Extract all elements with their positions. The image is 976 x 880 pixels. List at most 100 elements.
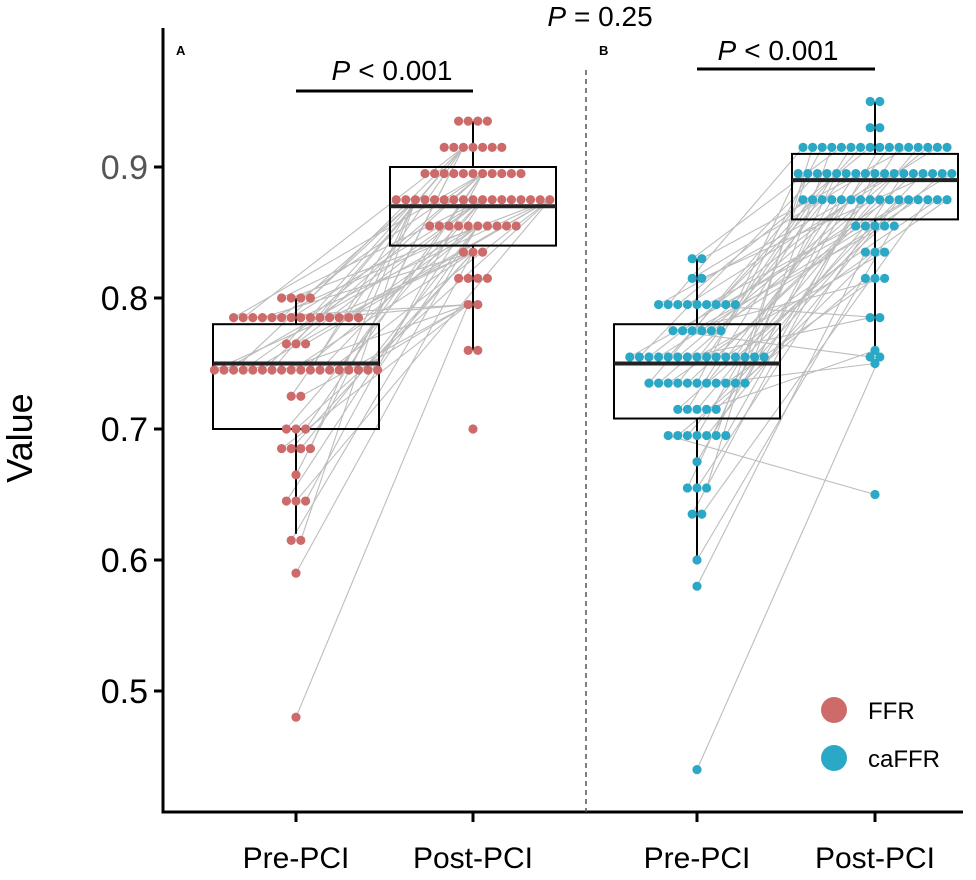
data-point — [229, 313, 239, 323]
data-point — [458, 247, 468, 257]
comparison-p-text-b: < 0.001 — [744, 35, 838, 66]
x-ticks: Pre-PCI Post-PCI Pre-PCI Post-PCI — [243, 812, 935, 875]
data-point — [301, 424, 311, 434]
overall-p-symbol: P — [547, 1, 566, 32]
paired-lines — [214, 146, 953, 770]
data-point — [430, 195, 440, 205]
data-point — [625, 352, 635, 362]
pair-line — [691, 199, 862, 515]
pair-line — [696, 356, 881, 770]
data-point — [860, 273, 871, 283]
data-point — [721, 378, 731, 388]
pair-line — [691, 173, 866, 279]
data-point — [730, 378, 741, 388]
data-point — [692, 555, 702, 565]
data-point — [880, 273, 890, 283]
data-point — [947, 168, 957, 179]
data-point — [473, 273, 483, 283]
data-point — [692, 483, 702, 493]
data-point — [730, 299, 741, 310]
pair-line — [300, 199, 551, 319]
data-point — [497, 195, 507, 205]
data-point — [702, 430, 712, 441]
pair-line — [677, 173, 943, 410]
data-point — [673, 352, 683, 362]
data-point — [401, 195, 411, 205]
data-point — [458, 142, 468, 152]
data-point — [473, 345, 483, 355]
data-point — [497, 142, 507, 152]
data-point — [454, 221, 464, 231]
data-point — [281, 496, 291, 506]
pair-line — [677, 146, 929, 358]
pair-line — [696, 146, 919, 410]
data-point — [682, 378, 693, 388]
data-point — [229, 365, 239, 375]
data-point — [798, 195, 808, 205]
data-point — [248, 313, 258, 323]
pair-line — [290, 251, 474, 450]
data-point — [870, 221, 880, 231]
data-point — [296, 365, 306, 375]
data-point — [344, 313, 354, 323]
data-point — [721, 430, 731, 441]
data-point — [634, 352, 645, 362]
data-point — [798, 142, 808, 152]
data-point — [439, 168, 449, 179]
data-point — [334, 313, 344, 323]
data-point — [932, 142, 943, 152]
data-point — [827, 195, 837, 205]
legend-swatch-ffr — [821, 697, 847, 723]
data-point — [463, 299, 473, 310]
data-point — [420, 168, 430, 179]
data-point — [344, 365, 354, 375]
data-point — [884, 142, 895, 152]
data-point — [692, 581, 702, 591]
data-point — [687, 254, 697, 264]
data-point — [846, 142, 856, 152]
data-point — [248, 365, 258, 375]
pair-line — [309, 199, 416, 371]
data-point — [644, 378, 654, 388]
data-point — [836, 195, 847, 205]
data-point — [942, 142, 952, 152]
data-point — [942, 195, 952, 205]
data-point — [702, 299, 712, 310]
data-point — [291, 339, 301, 349]
data-point — [692, 430, 702, 441]
data-point — [928, 168, 938, 179]
legend-swatch-caffr — [821, 745, 847, 771]
data-point — [692, 457, 702, 467]
data-point — [860, 221, 871, 231]
comparison-p-text-a: < 0.001 — [358, 55, 452, 86]
data-point — [913, 195, 923, 205]
pair-line — [706, 349, 876, 410]
data-point — [286, 365, 296, 375]
data-point — [478, 247, 488, 257]
data-point — [353, 365, 363, 375]
data-point — [663, 378, 673, 388]
data-point — [301, 339, 311, 349]
data-point — [654, 352, 664, 362]
data-point — [487, 168, 497, 179]
data-point — [267, 313, 277, 323]
data-point — [353, 313, 363, 323]
data-point — [682, 404, 693, 414]
data-point — [692, 352, 702, 362]
pair-line — [319, 146, 464, 319]
data-point — [296, 293, 306, 303]
data-point — [702, 378, 712, 388]
data-point — [832, 168, 842, 179]
data-point — [463, 345, 473, 355]
data-point — [875, 313, 885, 323]
pair-line — [281, 199, 483, 299]
data-point — [673, 430, 683, 441]
pair-line — [696, 147, 823, 384]
data-point — [856, 142, 866, 152]
data-point — [502, 221, 512, 231]
data-point — [305, 313, 315, 323]
data-point — [865, 96, 875, 107]
data-point — [219, 365, 229, 375]
data-point — [478, 168, 488, 179]
data-point — [884, 195, 895, 205]
